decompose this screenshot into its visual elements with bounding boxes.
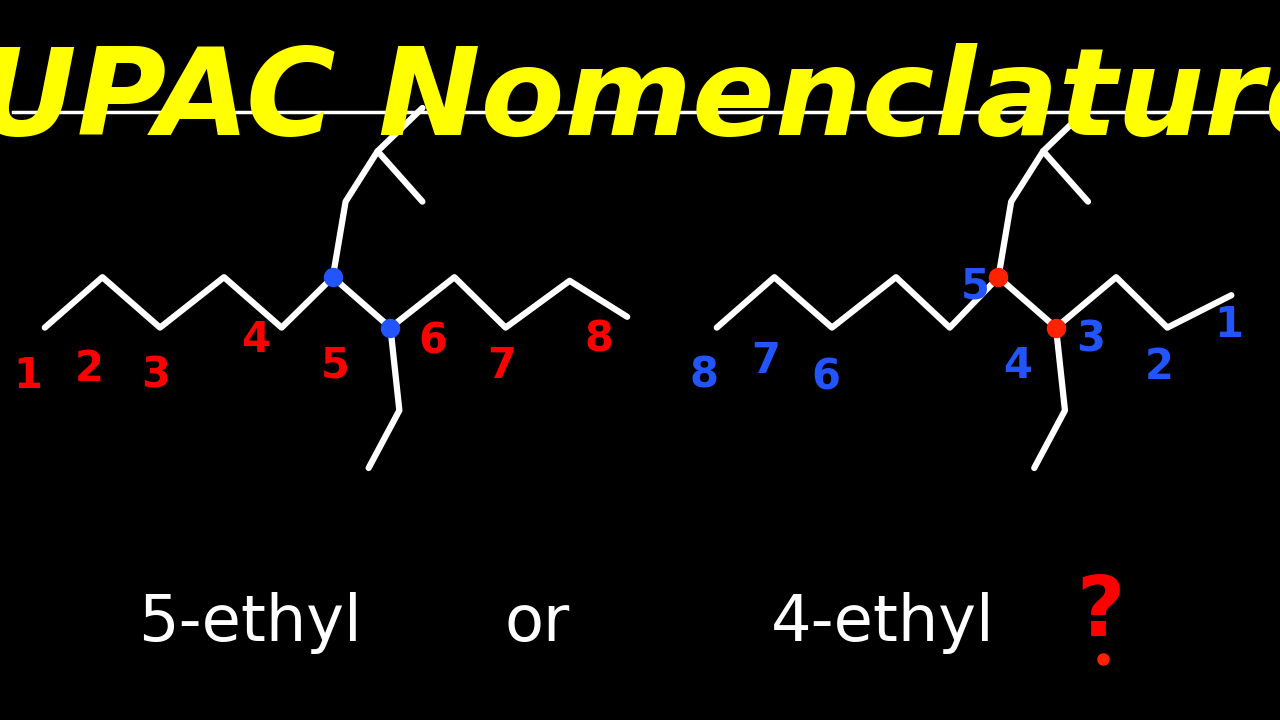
- Text: 3: 3: [142, 355, 170, 397]
- Text: 4: 4: [242, 319, 270, 361]
- Text: 3: 3: [1076, 319, 1105, 361]
- Text: 8: 8: [585, 319, 613, 361]
- Text: ?: ?: [1076, 572, 1125, 652]
- Text: 4: 4: [1004, 345, 1032, 387]
- Text: 5-ethyl: 5-ethyl: [138, 592, 361, 654]
- Text: 7: 7: [488, 345, 516, 387]
- Text: 5: 5: [961, 266, 989, 307]
- Text: 2: 2: [1146, 346, 1174, 388]
- Text: 8: 8: [690, 355, 718, 397]
- Text: 7: 7: [751, 341, 780, 382]
- Text: IUPAC Nomenclature: IUPAC Nomenclature: [0, 43, 1280, 161]
- Text: 6: 6: [419, 321, 447, 363]
- Text: 1: 1: [14, 355, 42, 397]
- Text: 5: 5: [321, 345, 349, 387]
- Text: 4-ethyl: 4-ethyl: [772, 592, 995, 654]
- Text: 1: 1: [1215, 305, 1243, 346]
- Text: 2: 2: [76, 348, 104, 390]
- Text: or: or: [506, 592, 570, 654]
- Text: 6: 6: [812, 356, 840, 398]
